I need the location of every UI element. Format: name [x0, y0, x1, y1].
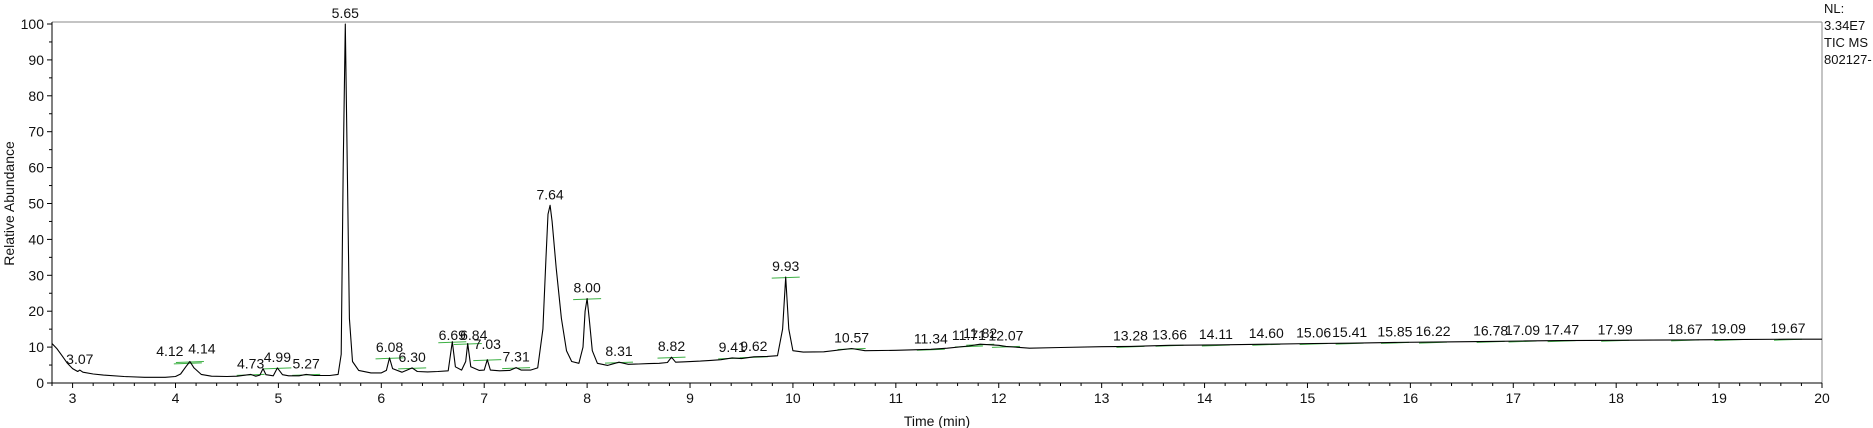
y-axis-title: Relative Abundance	[1, 141, 17, 266]
tic-trace	[51, 23, 1822, 378]
file-name: 802127-	[1824, 52, 1872, 67]
peak-label: 7.03	[474, 336, 501, 352]
y-tick-label: 70	[28, 124, 44, 140]
peak-label: 5.65	[332, 5, 359, 21]
peak-label: 6.69	[439, 327, 466, 343]
peak-label: 5.27	[293, 355, 320, 371]
tic-trace-line	[51, 23, 1822, 378]
x-tick-label: 3	[69, 390, 77, 406]
peak-label: 13.28	[1113, 327, 1148, 343]
peak-label: 8.31	[605, 343, 632, 359]
peak-label: 6.08	[376, 339, 403, 355]
peak-label: 9.62	[740, 338, 767, 354]
x-tick-label: 15	[1300, 390, 1316, 406]
peak-label: 11.71	[952, 327, 986, 343]
scan-info-panel: NL: 3.34E7 TIC MS 802127-	[1824, 0, 1872, 68]
peak-label: 3.07	[66, 351, 93, 367]
y-tick-label: 50	[28, 196, 44, 212]
peak-label: 16.78	[1473, 322, 1508, 338]
peak-label: 15.06	[1296, 325, 1331, 341]
x-tick-label: 13	[1094, 390, 1110, 406]
x-tick-label: 19	[1711, 390, 1727, 406]
peak-label: 15.85	[1377, 323, 1412, 339]
peak-label: 13.66	[1152, 326, 1187, 342]
peak-label: 17.99	[1598, 321, 1633, 337]
peak-label: 16.22	[1415, 323, 1450, 339]
peak-label: 4.14	[188, 340, 215, 356]
peak-label: 8.82	[658, 338, 685, 354]
x-tick-label: 20	[1814, 390, 1830, 406]
x-tick-label: 11	[889, 390, 904, 406]
peak-label: 19.67	[1771, 320, 1806, 336]
x-tick-label: 18	[1608, 390, 1624, 406]
peak-label: 18.67	[1668, 321, 1703, 337]
x-tick-label: 12	[991, 390, 1007, 406]
peak-label: 11.82	[963, 325, 997, 341]
peak-label: 17.09	[1505, 322, 1540, 338]
nl-value: 3.34E7	[1824, 18, 1866, 33]
peak-label: 9.41	[719, 339, 746, 355]
peak-label: 15.41	[1332, 324, 1367, 340]
y-tick-label: 10	[28, 339, 44, 355]
peak-label: 11.34	[914, 330, 948, 346]
x-tick-label: 5	[274, 390, 282, 406]
y-tick-label: 100	[21, 16, 45, 32]
y-tick-label: 30	[28, 267, 44, 283]
peak-label: 12.07	[988, 327, 1023, 343]
peak-label: 6.84	[460, 327, 487, 343]
x-tick-label: 14	[1197, 390, 1213, 406]
x-tick-label: 17	[1505, 390, 1521, 406]
peak-label: 9.93	[772, 258, 799, 274]
y-tick-label: 90	[28, 52, 44, 68]
x-tick-label: 7	[480, 390, 488, 406]
peak-label: 7.31	[502, 349, 529, 365]
peak-label: 10.57	[834, 330, 869, 346]
peak-label: 4.99	[264, 349, 291, 365]
x-tick-label: 6	[377, 390, 385, 406]
x-tick-label: 9	[686, 390, 694, 406]
y-tick-label: 80	[28, 88, 44, 104]
peak-label: 14.11	[1199, 326, 1233, 342]
peak-label: 4.73	[237, 355, 264, 371]
plot-frame	[52, 21, 1823, 383]
peak-label: 6.30	[399, 349, 426, 365]
x-tick-label: 8	[583, 390, 591, 406]
x-tick-label: 4	[172, 390, 180, 406]
axes: 0 10 20 30 40 50 60 70 80 90 100 3 4 5 6 7 8 9 10 11 12 13 14 1…	[21, 16, 1830, 406]
peak-label: 14.60	[1249, 325, 1284, 341]
x-axis-title: Time (min)	[904, 413, 970, 428]
peak-labels: 3.07 4.12 4.14 4.73 4.99 5.27 5.65 6.086.30 6.69…	[66, 5, 1806, 371]
peak-label: 7.64	[536, 186, 563, 202]
y-tick-label: 40	[28, 231, 44, 247]
nl-label: NL:	[1824, 1, 1845, 16]
peak-label: 4.12	[156, 343, 183, 359]
peak-label: 19.09	[1711, 321, 1746, 337]
scan-filter: TIC MS	[1824, 35, 1869, 50]
x-tick-label: 10	[785, 390, 801, 406]
peak-label: 8.00	[573, 280, 600, 296]
peak-label: 17.47	[1544, 322, 1579, 338]
y-tick-label: 20	[28, 303, 44, 319]
y-tick-label: 0	[36, 375, 44, 391]
x-tick-label: 16	[1403, 390, 1419, 406]
y-tick-label: 60	[28, 160, 44, 176]
